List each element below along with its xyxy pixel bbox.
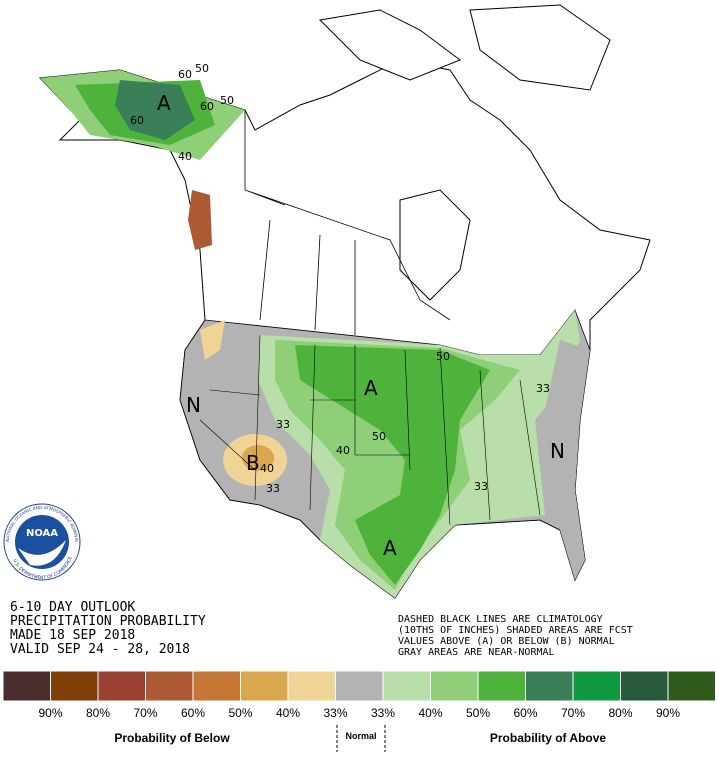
legend: 90% 80% 70% 60% 50% 40% 33% 33% 40% 50% 60% 70% 80% 9… bbox=[2, 670, 716, 720]
legend-swatch bbox=[477, 670, 526, 702]
map-label: 40 bbox=[260, 462, 274, 475]
legend-swatch bbox=[2, 670, 51, 702]
legend-label: 33% bbox=[323, 706, 347, 720]
great-basin-below-40 bbox=[242, 445, 274, 471]
legend-swatch bbox=[192, 670, 241, 702]
note-line: VALUES ABOVE (A) OR BELOW (B) NORMAL bbox=[398, 636, 615, 647]
map-label: A bbox=[364, 376, 378, 400]
legend-swatch bbox=[50, 670, 99, 702]
map-label: 50 bbox=[195, 62, 209, 75]
legend-swatch bbox=[382, 670, 431, 702]
map-label: N bbox=[186, 393, 201, 417]
legend-swatch bbox=[525, 670, 574, 702]
map-label: 50 bbox=[220, 94, 234, 107]
note-line: (10THS OF INCHES) SHADED AREAS ARE FCST bbox=[398, 625, 633, 636]
legend-swatch bbox=[287, 670, 336, 702]
canada-borders bbox=[244, 110, 451, 335]
map-label: 33 bbox=[474, 480, 488, 493]
map-label: 33 bbox=[266, 482, 280, 495]
header-line: MADE 18 SEP 2018 bbox=[10, 628, 135, 643]
map-label: A bbox=[383, 536, 397, 560]
map-label: 50 bbox=[436, 350, 450, 363]
legend-swatch bbox=[572, 670, 621, 702]
legend-label: 33% bbox=[371, 706, 395, 720]
legend-label: 60% bbox=[181, 706, 205, 720]
legend-below-title: Probability of Below bbox=[114, 731, 230, 745]
legend-label: 70% bbox=[133, 706, 157, 720]
legend-label: 70% bbox=[561, 706, 585, 720]
us-above-dark bbox=[295, 345, 490, 585]
arctic-islands bbox=[318, 4, 611, 91]
legend-label: 40% bbox=[418, 706, 442, 720]
legend-label: 80% bbox=[86, 706, 110, 720]
legend-swatch bbox=[97, 670, 146, 702]
map-label: 60 bbox=[200, 100, 214, 113]
legend-label: 60% bbox=[513, 706, 537, 720]
alaska-shade-dark bbox=[115, 80, 195, 140]
legend-above-title: Probability of Above bbox=[490, 731, 607, 745]
note-line: DASHED BLACK LINES ARE CLIMATOLOGY bbox=[398, 614, 603, 625]
legend-label: 90% bbox=[38, 706, 62, 720]
header-line: VALID SEP 24 - 28, 2018 bbox=[10, 642, 190, 657]
oregon-below bbox=[200, 320, 225, 360]
legend-label: 80% bbox=[608, 706, 632, 720]
east-coast-gray bbox=[540, 340, 590, 580]
map-label: 50 bbox=[372, 430, 386, 443]
map-label: 40 bbox=[178, 150, 192, 163]
map-label: B bbox=[246, 451, 260, 475]
legend-swatch bbox=[430, 670, 479, 702]
legend-label: 90% bbox=[656, 706, 680, 720]
legend-swatch bbox=[145, 670, 194, 702]
legend-label: 50% bbox=[466, 706, 490, 720]
bc-below-shade bbox=[188, 190, 212, 250]
map-label: 60 bbox=[178, 68, 192, 81]
legend-swatch bbox=[620, 670, 669, 702]
logo-name: NOAA bbox=[26, 528, 58, 539]
legend-label: 50% bbox=[228, 706, 252, 720]
header-line: PRECIPITATION PROBABILITY bbox=[10, 614, 206, 629]
map-label: 40 bbox=[336, 444, 350, 457]
map-label: A bbox=[157, 91, 171, 115]
map-label: 33 bbox=[276, 418, 290, 431]
state-lines bbox=[199, 334, 541, 526]
legend-normal-title: Normal bbox=[345, 731, 376, 741]
legend-swatch bbox=[667, 670, 716, 702]
note-line: GRAY AREAS ARE NEAR-NORMAL bbox=[398, 647, 555, 658]
header-line: 6-10 DAY OUTLOOK bbox=[10, 600, 135, 615]
map-label: 33 bbox=[536, 382, 550, 395]
map-label: 60 bbox=[130, 114, 144, 127]
legend-label: 40% bbox=[276, 706, 300, 720]
legend-swatch bbox=[240, 670, 289, 702]
map-label: N bbox=[550, 439, 565, 463]
legend-swatch bbox=[335, 670, 384, 702]
hudson-bay bbox=[399, 189, 471, 301]
